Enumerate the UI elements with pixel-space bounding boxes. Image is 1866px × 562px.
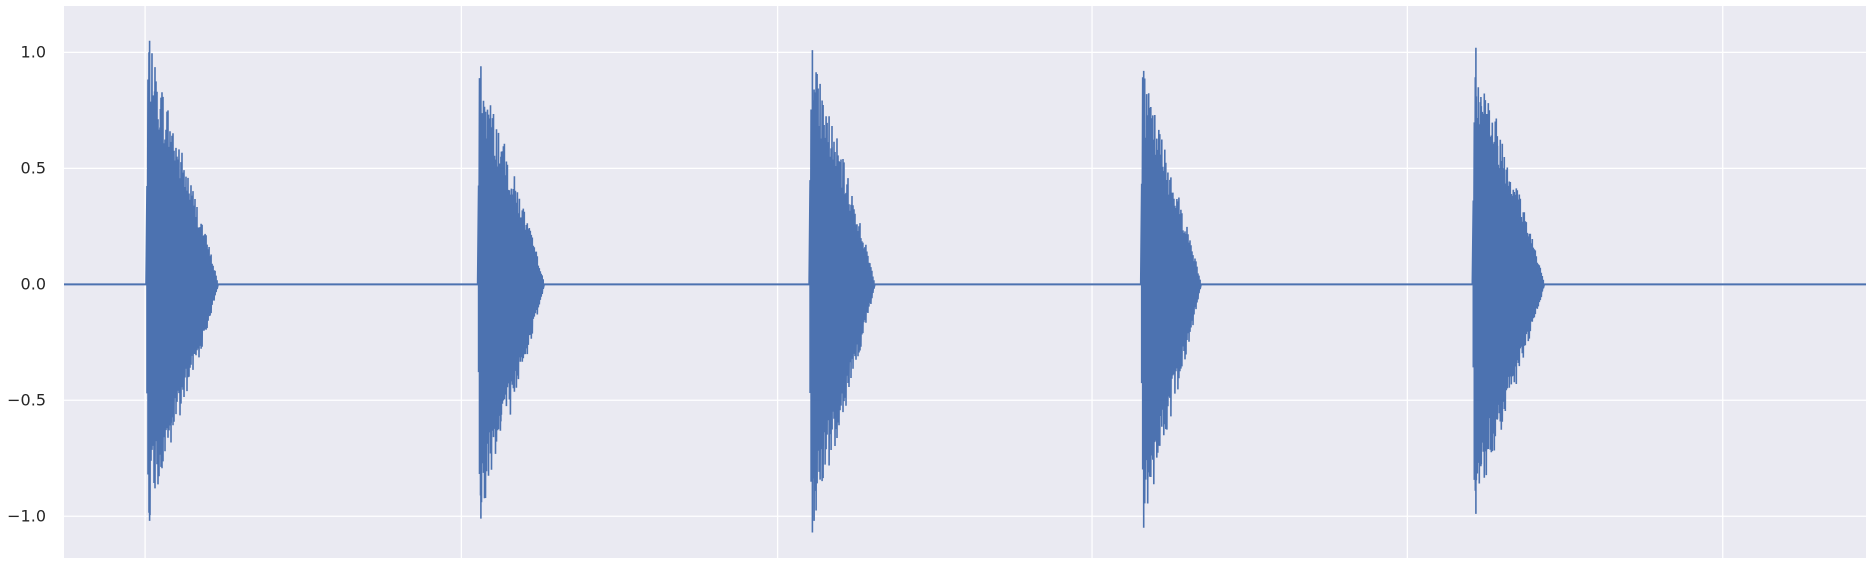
- waveform-series: [64, 40, 1866, 533]
- y-tick-label: −1.0: [7, 506, 46, 525]
- y-tick-label: 1.0: [21, 42, 46, 61]
- plot-area: [64, 6, 1866, 558]
- y-axis-ticks: 1.0 0.5 0.0 −0.5 −1.0: [7, 42, 46, 525]
- waveform-burst-2: [476, 66, 545, 519]
- waveform-burst-4: [1139, 70, 1202, 528]
- waveform-burst-3: [808, 50, 876, 533]
- waveform-burst-5: [1471, 47, 1546, 514]
- y-tick-label: −0.5: [7, 390, 46, 409]
- waveform-burst-1: [145, 40, 219, 521]
- y-tick-label: 0.0: [21, 274, 46, 293]
- y-tick-label: 0.5: [21, 158, 46, 177]
